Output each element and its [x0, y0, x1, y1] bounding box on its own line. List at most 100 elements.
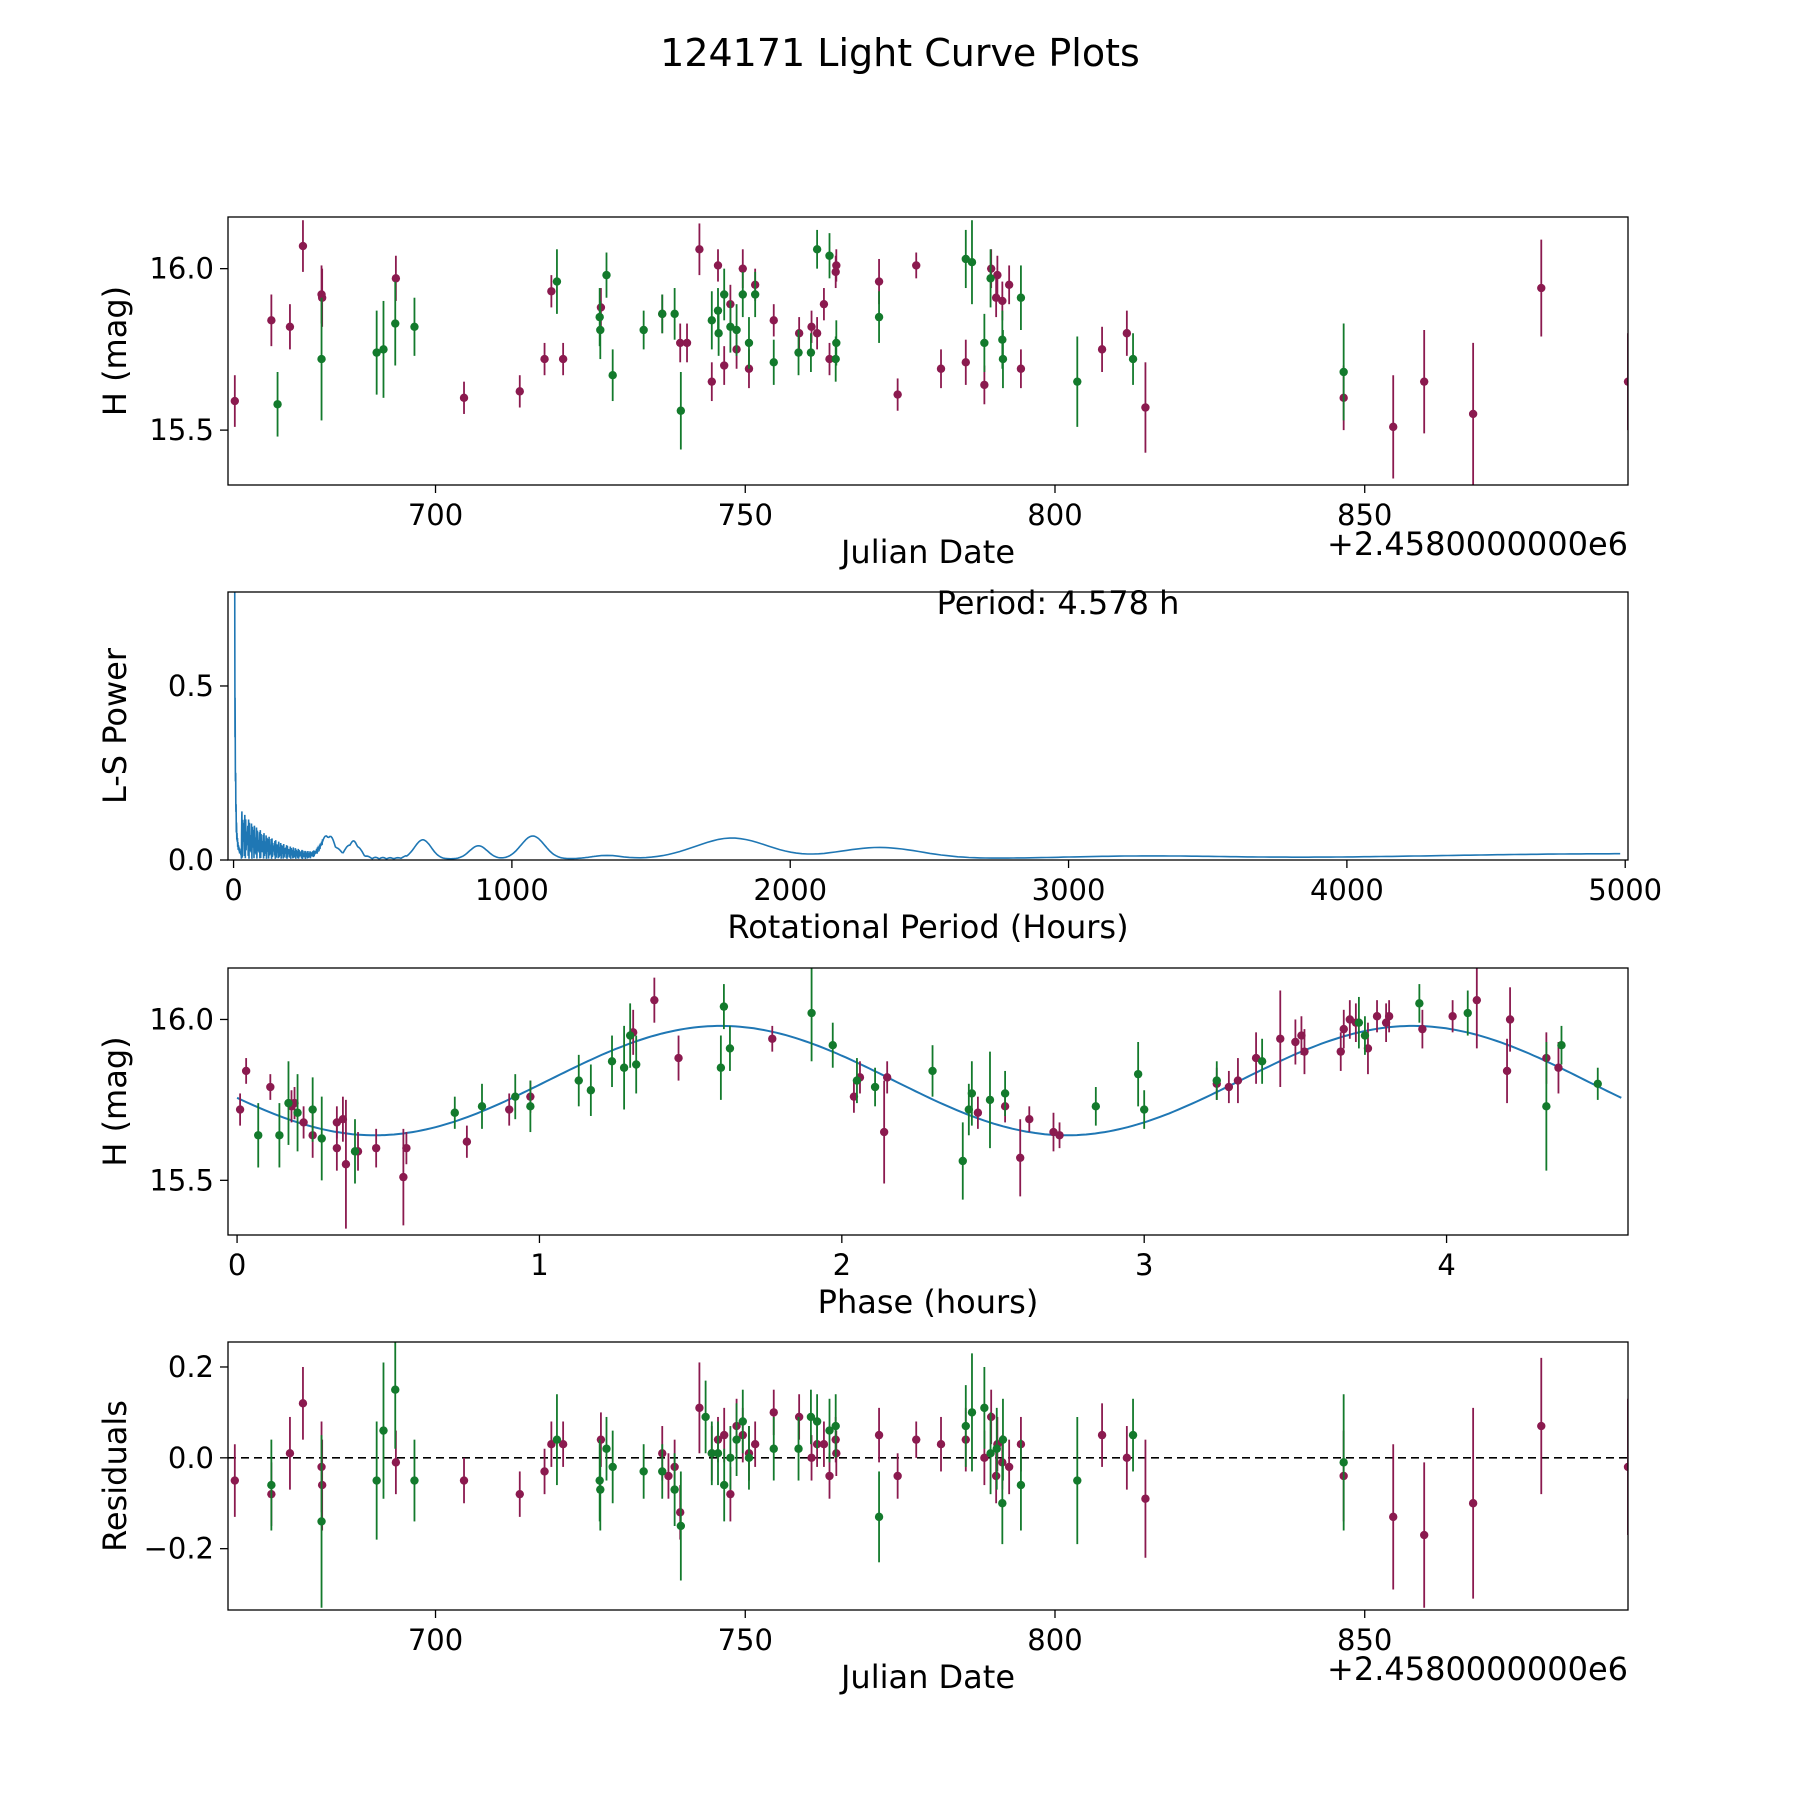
- data-point: [1122, 329, 1132, 338]
- x-tick-label-residuals: 750: [718, 1623, 773, 1657]
- y-tick-label-periodogram: 0.5: [168, 669, 214, 703]
- data-point: [874, 312, 884, 322]
- data-point: [707, 316, 717, 325]
- data-point: [1354, 1018, 1364, 1027]
- x-axis-label-residuals: Julian Date: [839, 1658, 1015, 1696]
- data-point: [1025, 1114, 1034, 1124]
- data-point: [526, 1102, 535, 1111]
- data-point: [993, 270, 1002, 280]
- data-point: [1505, 1015, 1515, 1024]
- data-point: [807, 1453, 816, 1463]
- data-point: [317, 1134, 326, 1143]
- data-point: [1448, 1012, 1457, 1021]
- data-point: [912, 1435, 921, 1444]
- data-point: [670, 309, 679, 319]
- data-point: [552, 1435, 562, 1444]
- data-point: [819, 299, 829, 309]
- data-point: [230, 396, 240, 406]
- plot-area-lightcurve: [230, 220, 1628, 485]
- data-point: [819, 1440, 829, 1449]
- data-point: [308, 1105, 317, 1114]
- data-point: [371, 1143, 381, 1153]
- y-tick-label-phased: 16.0: [149, 1002, 214, 1036]
- data-point: [985, 1095, 995, 1105]
- data-point: [1139, 1105, 1149, 1114]
- data-point: [230, 1476, 240, 1485]
- data-point: [998, 354, 1008, 364]
- panel-phased: 0 1 2 3 4 15.5 16.0 Phase (hours) H (mag): [96, 967, 1629, 1321]
- series-green-lightcurve: [273, 220, 1348, 450]
- data-point: [1073, 1476, 1082, 1485]
- data-point: [726, 322, 735, 331]
- axes-frame-residuals: [227, 1341, 1629, 1611]
- x-axis-label-lightcurve: Julian Date: [839, 533, 1015, 571]
- y-tick-label-lightcurve: 15.5: [149, 413, 214, 447]
- data-point: [1016, 1480, 1026, 1490]
- data-point: [1419, 1530, 1429, 1540]
- data-point: [769, 358, 778, 367]
- data-point: [1122, 1453, 1132, 1463]
- data-point: [1055, 1131, 1064, 1140]
- data-point: [812, 245, 822, 254]
- data-point: [235, 1105, 245, 1114]
- data-point: [1128, 354, 1138, 364]
- data-point: [266, 1082, 275, 1092]
- data-point: [1097, 1430, 1107, 1440]
- data-point: [713, 1449, 723, 1458]
- data-point: [825, 1426, 834, 1435]
- x-tick-label-periodogram: 2000: [753, 873, 827, 907]
- data-point: [695, 1403, 704, 1413]
- data-point: [273, 400, 282, 409]
- data-point: [893, 1471, 902, 1481]
- y-axis-label-periodogram: L-S Power: [96, 647, 134, 804]
- data-point: [298, 1399, 308, 1408]
- data-point: [812, 1417, 822, 1426]
- fit-curve: [236, 1024, 1622, 1137]
- data-point: [658, 309, 667, 319]
- x-tick-label-residuals: 850: [1337, 1623, 1392, 1657]
- data-point: [807, 1008, 816, 1018]
- x-tick-label-phased: 4: [1437, 1248, 1455, 1282]
- data-point: [372, 348, 381, 357]
- data-point: [477, 1102, 487, 1111]
- y-axis-label-phased: H (mag): [96, 1036, 134, 1166]
- x-tick-label-lightcurve: 800: [1027, 498, 1082, 532]
- data-point: [852, 1076, 862, 1085]
- data-point: [1623, 1462, 1628, 1472]
- data-point: [1468, 1499, 1478, 1508]
- data-point: [726, 1453, 735, 1463]
- data-point: [1300, 1047, 1309, 1056]
- data-point: [1419, 377, 1429, 386]
- data-point: [958, 1156, 967, 1166]
- data-point: [459, 1476, 469, 1485]
- x-axis-label-phased: Phase (hours): [818, 1283, 1039, 1321]
- data-point: [1212, 1076, 1221, 1085]
- data-point: [1339, 367, 1348, 377]
- data-point: [1291, 1037, 1300, 1047]
- data-point: [1623, 377, 1628, 386]
- data-point: [379, 1426, 388, 1435]
- data-point: [1537, 1421, 1546, 1431]
- series-magenta-phased: [235, 968, 1563, 1229]
- x-tick-label-periodogram: 5000: [1588, 873, 1662, 907]
- data-point: [1336, 1047, 1345, 1056]
- data-point: [768, 1034, 777, 1043]
- data-point: [874, 277, 884, 286]
- y-axis-label-residuals: Residuals: [96, 1400, 134, 1552]
- data-point: [1297, 1031, 1306, 1040]
- data-point: [619, 1063, 629, 1072]
- y-axis-label-lightcurve: H (mag): [96, 286, 134, 416]
- x-tick-label-periodogram: 4000: [1310, 873, 1384, 907]
- data-point: [825, 1471, 834, 1481]
- data-point: [967, 258, 977, 267]
- data-point: [1004, 1462, 1014, 1472]
- figure-title: 124171 Light Curve Plots: [660, 31, 1140, 75]
- data-point: [928, 1066, 937, 1076]
- x-tick-label-phased: 3: [1135, 1248, 1153, 1282]
- data-point: [1141, 1494, 1150, 1503]
- data-point: [410, 322, 419, 331]
- data-point: [1004, 280, 1014, 290]
- data-point: [831, 1421, 840, 1431]
- data-point: [625, 1031, 635, 1040]
- data-point: [893, 390, 902, 399]
